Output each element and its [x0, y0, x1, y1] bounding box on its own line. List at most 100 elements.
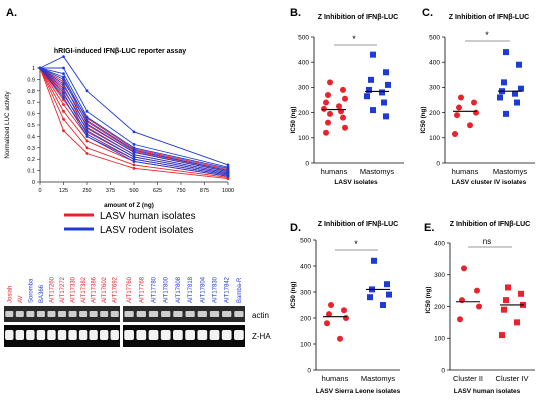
blot-actin-band — [57, 311, 67, 317]
blot-zha-band — [234, 330, 244, 340]
panel-c-point — [454, 112, 460, 119]
blot-zha-band — [47, 330, 56, 340]
blot-bands — [5, 311, 244, 340]
panel-c-significance: * — [485, 30, 489, 40]
panel-d-ylabel: IC50 (ng) — [290, 282, 297, 309]
panel-e: E. Z Inhibition of IFNβ-LUC IC50 (ng) LA… — [424, 221, 535, 395]
panel-a-point — [62, 96, 65, 100]
panel-e-point — [518, 290, 524, 297]
blot-zha-band — [209, 330, 220, 340]
panel-b-significance: * — [352, 34, 356, 44]
panel-a-point — [62, 117, 65, 121]
panel-b-point — [383, 113, 389, 120]
panel-c-ytick-label: 200 — [429, 110, 440, 117]
blot-actin-band — [197, 311, 207, 317]
panel-b-point — [340, 86, 346, 93]
panel-b-point — [370, 107, 376, 114]
panel-b-point — [342, 95, 348, 102]
panel-b-point — [381, 99, 387, 106]
panel-a-point — [85, 125, 89, 129]
blot-lane-label: AIT17780 — [152, 276, 158, 303]
blot-zha-band — [99, 330, 109, 340]
blot-actin-band — [222, 311, 232, 317]
panel-e-point — [499, 332, 505, 339]
panel-b-point — [323, 99, 329, 106]
panel-b-ylabel: IC50 (ng) — [290, 107, 297, 134]
panel-a-point — [226, 166, 230, 170]
panel-e-ytick-label: 100 — [434, 336, 445, 343]
panel-c-point — [467, 122, 473, 129]
panel-a-point — [62, 78, 65, 81]
blot-actin-band — [5, 311, 14, 317]
blot-actin-band — [68, 311, 77, 317]
panel-a-xtick-label: 750 — [176, 188, 185, 194]
blot-zha-band — [197, 330, 208, 340]
panel-d-xlabel: LASV Sierra Leone isolates — [316, 388, 401, 395]
blot-lane-label: AV — [18, 295, 24, 303]
panel-e-xlabel: LASV human isolates — [454, 388, 521, 395]
panel-c-point — [512, 90, 518, 97]
panel-b-plot: 0 100 200 300 400 500 humans Mastomys — [298, 34, 404, 176]
blot-actin-band — [79, 311, 88, 317]
blot-actin-band — [47, 311, 56, 317]
panel-b-point — [321, 105, 327, 112]
blot-lane-label: AIT17808 — [176, 276, 182, 303]
panel-b-point — [327, 110, 333, 117]
panel-d-label: D. — [290, 222, 301, 234]
panel-b-point — [370, 51, 376, 58]
panel-b-ytick-label: 0 — [305, 160, 309, 167]
panel-d-point — [384, 281, 390, 288]
panel-b-ytick-label: 100 — [298, 135, 309, 142]
panel-a-ytick-label: 0.6 — [27, 112, 35, 118]
panel-b-ytick-label: 300 — [298, 85, 309, 92]
panel-e-ytick-label: 200 — [434, 304, 445, 311]
blot-actin-label: actin — [252, 311, 269, 320]
panel-e-category-label: Cluster IV — [496, 374, 529, 383]
blot-lane-label: AIT17382 — [81, 276, 87, 303]
panel-a-ytick-label: 0.2 — [27, 157, 35, 163]
panel-d: D. Z Inhibition of IFNβ-LUC IC50 (ng) LA… — [290, 221, 401, 395]
panel-b-point — [366, 86, 372, 93]
panel-a-label: A. — [6, 7, 17, 19]
blot-zha-band — [15, 330, 25, 340]
panel-b-category-label: Mastomys — [360, 167, 394, 176]
panel-d-point — [371, 257, 377, 264]
legend-human-label: LASV human isolates — [100, 211, 196, 222]
blot-lane-label: Soromba — [28, 278, 34, 303]
panel-b-point — [327, 79, 333, 86]
panel-c-point — [503, 110, 509, 117]
blot-actin-band — [173, 311, 183, 317]
panel-b-ytick-label: 400 — [298, 60, 309, 67]
panel-a-legend: LASV human isolates LASV rodent isolates — [64, 211, 196, 236]
panel-d-point — [367, 294, 373, 301]
blot-zha-band — [185, 330, 195, 340]
blot-lane-label: AIT17692 — [113, 276, 119, 303]
panel-b-point — [383, 69, 389, 76]
panel-d-ytick-label: 100 — [300, 341, 311, 348]
blot-actin-band — [234, 311, 244, 317]
panel-b-point — [336, 103, 342, 110]
blot-zha-band — [36, 330, 46, 340]
panel-a-xtick-label: 875 — [200, 188, 209, 194]
panel-d-ytick-label: 500 — [300, 237, 311, 244]
panel-a-xtick-label: 375 — [106, 188, 115, 194]
panel-a-ytick-label: 0.7 — [27, 100, 35, 106]
panel-a-point — [62, 103, 65, 106]
legend-rodent-label: LASV rodent isolates — [100, 225, 193, 236]
blot-lane-label: AIT17272 — [60, 276, 66, 303]
panel-a-point — [85, 109, 89, 113]
panel-b-ytick-label: 200 — [298, 110, 309, 117]
panel-d-plot: 0 100 200 300 400 500 humans Mastomys — [300, 237, 400, 383]
panel-a-point — [85, 139, 89, 143]
panel-c-point — [452, 131, 458, 138]
panel-a-point — [62, 75, 65, 79]
panel-e-point — [503, 297, 509, 304]
blot-lane-label: BA366 — [39, 284, 45, 303]
blot-zha-band — [110, 330, 119, 340]
panel-a-point — [85, 152, 89, 155]
panel-a-xtick-label: 500 — [129, 188, 138, 194]
panel-a-point — [62, 87, 65, 90]
panel-a-ticks: 0 0.1 0.2 0.3 0.4 0.5 0.6 0.7 0.8 0.9 1 0 125 250 375 5… — [27, 66, 234, 194]
blot-actin-right — [123, 306, 245, 322]
